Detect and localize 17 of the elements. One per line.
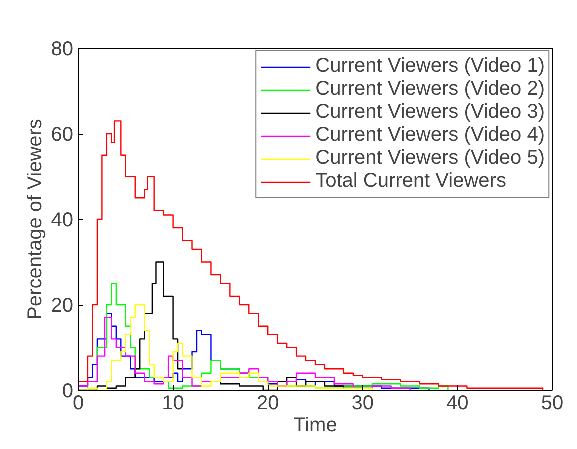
legend-label: Current Viewers (Video 3)	[316, 101, 545, 124]
legend-label: Current Viewers (Video 4)	[316, 124, 545, 147]
y-tick-label: 60	[51, 124, 74, 146]
x-tick-label: 50	[541, 392, 564, 414]
legend-label: Current Viewers (Video 1)	[316, 55, 545, 78]
x-tick-label: 30	[352, 392, 374, 414]
y-tick-label: 20	[51, 295, 74, 317]
x-tick-label: 40	[446, 392, 469, 414]
legend-label: Current Viewers (Video 5)	[316, 147, 545, 170]
legend-label: Current Viewers (Video 2)	[316, 78, 545, 101]
y-tick-label: 40	[51, 210, 74, 232]
x-tick-label: 10	[162, 392, 184, 414]
x-axis-title: Time	[294, 414, 338, 436]
y-tick-label: 80	[51, 38, 74, 60]
x-tick-label: 20	[256, 392, 280, 414]
y-axis-title: Percentage of Viewers	[24, 119, 46, 320]
legend-label: Total Current Viewers	[316, 170, 506, 193]
